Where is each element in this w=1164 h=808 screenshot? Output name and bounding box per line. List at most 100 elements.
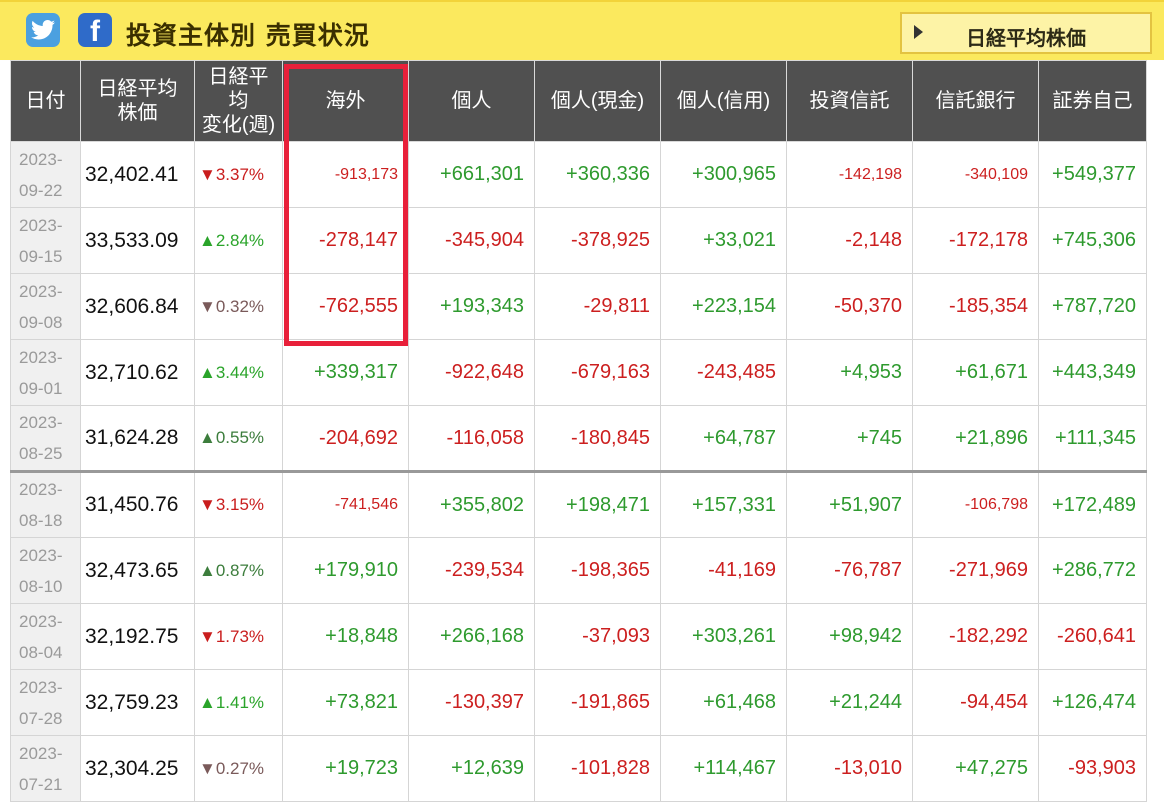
nikkei-price-cell: 32,304.25 <box>80 735 195 802</box>
overseas-cell: -741,546 <box>282 470 409 538</box>
down-arrow-icon: ▼ <box>199 626 216 646</box>
ind-margin-cell: +114,467 <box>660 735 787 802</box>
weekly-change-cell: ▲0.55% <box>194 405 283 472</box>
date-month-day: 08-10 <box>19 576 63 596</box>
inv-trust-cell: +4,953 <box>786 339 913 406</box>
change-percent: 3.37% <box>215 164 265 184</box>
table-row: 2023- 07-21 32,304.25 ▼0.27% +19,723 +12,639-… <box>10 735 1147 802</box>
column-header: 証券自己 <box>1038 60 1147 142</box>
trust-bank-cell: -271,969 <box>912 537 1039 604</box>
table-row: 2023- 09-01 32,710.62 ▲3.44% +339,317 -922,64… <box>10 339 1147 406</box>
date-month-day: 08-25 <box>19 444 63 463</box>
table-row: 2023- 08-18 31,450.76 ▼3.15% -741,546 +355,80… <box>10 470 1147 538</box>
overseas-cell: +18,848 <box>282 603 409 670</box>
table-row: 2023- 08-10 32,473.65 ▲0.87% +179,910 -239,53… <box>10 537 1147 604</box>
securities-cell: +172,489 <box>1038 470 1147 538</box>
table-row: 2023- 08-04 32,192.75 ▼1.73% +18,848 +266,168… <box>10 603 1147 670</box>
weekly-change-cell: ▼3.15% <box>194 470 283 538</box>
column-header: 信託銀行 <box>912 60 1039 142</box>
change-percent: 1.41% <box>215 692 265 712</box>
change-percent: 0.87% <box>215 560 265 580</box>
ind-margin-cell: +64,787 <box>660 405 787 472</box>
date-cell: 2023- 07-28 <box>10 669 81 736</box>
weekly-change-cell: ▼0.27% <box>194 735 283 802</box>
ind-margin-cell: +223,154 <box>660 273 787 340</box>
date-cell: 2023- 08-25 <box>10 405 81 472</box>
trust-bank-cell: -94,454 <box>912 669 1039 736</box>
date-month-day: 08-04 <box>19 642 63 662</box>
table-row: 2023- 07-28 32,759.23 ▲1.41% +73,821 -130,397… <box>10 669 1147 736</box>
twitter-icon <box>31 20 55 40</box>
column-header: 海外 <box>282 60 409 142</box>
nikkei-average-button-label: 日経平均株価 <box>966 26 1086 50</box>
individual-cell: -239,534 <box>408 537 535 604</box>
individual-cell: -345,904 <box>408 207 535 274</box>
ind-cash-cell: +360,336 <box>534 141 661 208</box>
nikkei-price-cell: 33,533.09 <box>80 207 195 274</box>
date-month-day: 07-21 <box>19 774 63 794</box>
facebook-share-button[interactable]: f <box>78 13 112 48</box>
securities-cell: -93,903 <box>1038 735 1147 802</box>
column-header: 個人(現金) <box>534 60 661 142</box>
ind-cash-cell: +198,471 <box>534 470 661 538</box>
securities-cell: +549,377 <box>1038 141 1147 208</box>
ind-margin-cell: +61,468 <box>660 669 787 736</box>
individual-cell: -116,058 <box>408 405 535 472</box>
inv-trust-cell: -2,148 <box>786 207 913 274</box>
individual-cell: +193,343 <box>408 273 535 340</box>
weekly-change-cell: ▲3.44% <box>194 339 283 406</box>
weekly-change-cell: ▲1.41% <box>194 669 283 736</box>
column-header: 投資信託 <box>786 60 913 142</box>
overseas-cell: +73,821 <box>282 669 409 736</box>
nikkei-price-cell: 32,759.23 <box>80 669 195 736</box>
date-year: 2023- <box>19 743 63 763</box>
date-year: 2023- <box>19 149 63 169</box>
up-arrow-icon: ▲ <box>199 692 216 712</box>
individual-cell: +266,168 <box>408 603 535 670</box>
table-header-row: 日付 日経平均 株価 日経平 均 変化(週) 海外 個人 個人(現金) 個人(信用) 投資信託… <box>10 60 1147 142</box>
nikkei-price-cell: 32,402.41 <box>80 141 195 208</box>
trust-bank-cell: +21,896 <box>912 405 1039 472</box>
securities-cell: +787,720 <box>1038 273 1147 340</box>
change-percent: 3.15% <box>215 495 265 514</box>
date-cell: 2023- 09-08 <box>10 273 81 340</box>
date-year: 2023- <box>19 545 63 565</box>
nikkei-price-cell: 32,192.75 <box>80 603 195 670</box>
individual-cell: -130,397 <box>408 669 535 736</box>
overseas-cell: -204,692 <box>282 405 409 472</box>
ind-margin-cell: -243,485 <box>660 339 787 406</box>
ind-cash-cell: -679,163 <box>534 339 661 406</box>
ind-margin-cell: +157,331 <box>660 470 787 538</box>
securities-cell: +126,474 <box>1038 669 1147 736</box>
date-year: 2023- <box>19 677 63 697</box>
trust-bank-cell: +61,671 <box>912 339 1039 406</box>
date-cell: 2023- 08-10 <box>10 537 81 604</box>
overseas-cell: -913,173 <box>282 141 409 208</box>
inv-trust-cell: -142,198 <box>786 141 913 208</box>
date-year: 2023- <box>19 413 63 432</box>
trust-bank-cell: -106,798 <box>912 470 1039 538</box>
triangle-right-icon <box>914 25 923 39</box>
date-cell: 2023- 08-18 <box>10 470 81 538</box>
change-percent: 0.32% <box>215 296 265 316</box>
column-header: 個人 <box>408 60 535 142</box>
ind-cash-cell: -29,811 <box>534 273 661 340</box>
ind-cash-cell: -101,828 <box>534 735 661 802</box>
inv-trust-cell: +98,942 <box>786 603 913 670</box>
down-arrow-icon: ▼ <box>199 495 216 514</box>
weekly-change-cell: ▼3.37% <box>194 141 283 208</box>
up-arrow-icon: ▲ <box>199 560 216 580</box>
nikkei-average-button[interactable]: 日経平均株価 <box>900 12 1152 54</box>
date-year: 2023- <box>19 215 63 235</box>
down-arrow-icon: ▼ <box>199 758 216 778</box>
twitter-share-button[interactable] <box>26 13 60 47</box>
top-bar: f 投資主体別 売買状況 日経平均株価 <box>0 0 1164 60</box>
inv-trust-cell: -13,010 <box>786 735 913 802</box>
table-body: 2023- 09-22 32,402.41 ▼3.37% -913,173 +661,30… <box>10 141 1147 802</box>
securities-cell: +286,772 <box>1038 537 1147 604</box>
column-header: 個人(信用) <box>660 60 787 142</box>
individual-cell: +661,301 <box>408 141 535 208</box>
ind-cash-cell: -180,845 <box>534 405 661 472</box>
date-year: 2023- <box>19 611 63 631</box>
table-row: 2023- 09-22 32,402.41 ▼3.37% -913,173 +661,30… <box>10 141 1147 208</box>
